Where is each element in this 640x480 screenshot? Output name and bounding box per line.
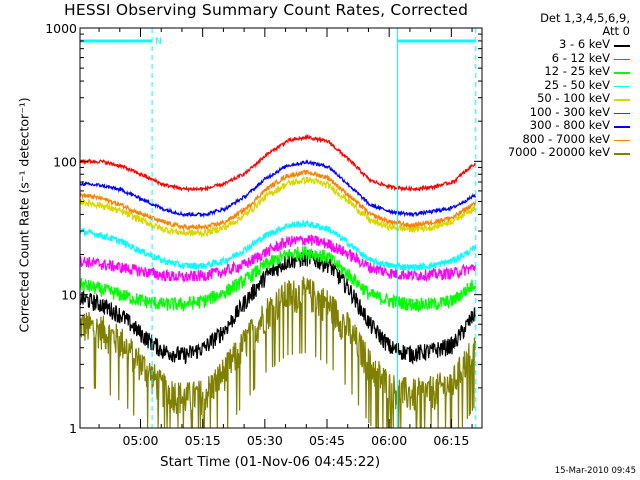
- legend-entry: 25 - 50 keV: [482, 77, 634, 93]
- legend-swatch: [614, 153, 630, 155]
- series-line-7000-20000-kev: [79, 275, 476, 429]
- axes-layer: 1 10 100 1000 05:00 05:15 05:30 05:45 06:00 06:15: [45, 21, 482, 448]
- x-tick-label: 06:00: [371, 433, 407, 448]
- legend-entry: 100 - 300 keV: [482, 104, 634, 120]
- series-line-3-6-kev: [79, 249, 476, 365]
- legend-swatch: [614, 45, 630, 47]
- legend-entry: 800 - 7000 keV: [482, 131, 634, 147]
- legend-label: 50 - 100 keV: [537, 91, 610, 105]
- series-line-12-25-kev: [79, 246, 476, 313]
- legend-header-attenuator: Att 0: [602, 24, 630, 38]
- series-line-25-50-kev: [79, 219, 476, 272]
- y-tick-label: 100: [53, 154, 77, 169]
- legend-swatch: [614, 99, 630, 101]
- legend-label: 25 - 50 keV: [544, 77, 610, 92]
- legend-entry: 3 - 6 keV: [482, 37, 634, 52]
- legend-entry: 7000 - 20000 keV: [482, 145, 634, 160]
- chart-title: HESSI Observing Summary Count Rates, Cor…: [64, 1, 469, 19]
- series-line-100-300-kev: [79, 133, 476, 193]
- legend-entry: 50 - 100 keV: [482, 91, 634, 106]
- legend-entry: 6 - 12 keV: [482, 50, 634, 66]
- series-line-50-100-kev: [79, 175, 476, 239]
- legend-swatch: [614, 112, 630, 114]
- x-tick-label: 06:15: [433, 433, 469, 448]
- legend-header-detectors: Det 1,3,4,5,6,9,: [540, 11, 630, 25]
- plot-frame: [79, 27, 483, 429]
- legend-label: 100 - 300 keV: [529, 104, 610, 119]
- legend-swatch: [614, 85, 630, 87]
- legend-label: 3 - 6 keV: [559, 37, 610, 51]
- x-axis-label: Start Time (01-Nov-06 04:45:22): [160, 454, 381, 470]
- legend-swatch: [614, 72, 630, 74]
- legend-entry: 12 - 25 keV: [482, 64, 634, 79]
- x-tick-label: 05:15: [185, 433, 221, 448]
- series-line-6-12-kev: [79, 234, 476, 283]
- timestamp: 15-Mar-2010 09:45: [554, 466, 636, 476]
- legend: Det 1,3,4,5,6,9, Att 0 3 - 6 keV 6 - 12 k…: [482, 12, 634, 160]
- y-tick-label: 1: [69, 421, 77, 436]
- y-axis-label: Corrected Count Rate (s⁻¹ detector⁻¹): [16, 97, 32, 333]
- legend-label: 7000 - 20000 keV: [507, 145, 610, 159]
- y-tick-label: 10: [61, 288, 77, 303]
- x-tick-label: 05:00: [122, 433, 158, 448]
- legend-label: 6 - 12 keV: [551, 50, 610, 65]
- x-tick-label: 05:45: [309, 433, 345, 448]
- legend-label: 12 - 25 keV: [544, 64, 610, 78]
- x-tick-label: 05:30: [247, 433, 283, 448]
- legend-entry: 300 - 800 keV: [482, 118, 634, 133]
- legend-swatch: [614, 58, 630, 60]
- legend-label: 800 - 7000 keV: [522, 131, 610, 146]
- series-line-300-800-kev: [79, 159, 476, 219]
- series-layer: [79, 133, 476, 429]
- legend-rows: 3 - 6 keV 6 - 12 keV 12 - 25 keV 25 - 50 ke…: [482, 37, 634, 160]
- legend-swatch: [614, 126, 630, 128]
- legend-swatch: [614, 139, 630, 141]
- flag-label-1: N: [155, 37, 162, 47]
- y-tick-label: 1000: [45, 21, 77, 36]
- series-line-800-7000-kev: [79, 168, 476, 232]
- legend-label: 300 - 800 keV: [529, 118, 610, 132]
